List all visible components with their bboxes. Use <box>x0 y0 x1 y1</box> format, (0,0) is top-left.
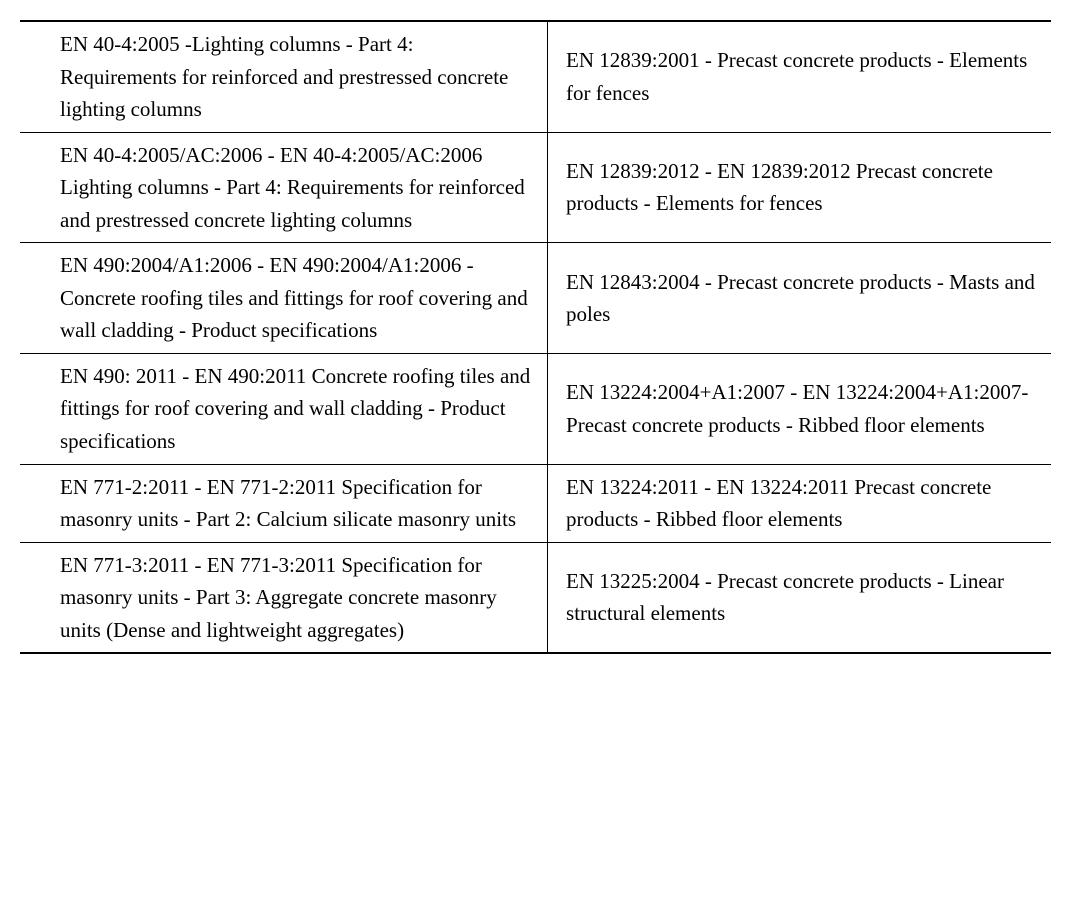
table-row: EN 40-4:2005 -Lighting columns - Part 4:… <box>20 21 1051 132</box>
cell-right: EN 12843:2004 - Precast concrete product… <box>548 243 1051 354</box>
standards-table: EN 40-4:2005 -Lighting columns - Part 4:… <box>20 20 1051 654</box>
cell-left: EN 771-3:2011 - EN 771-3:2011 Specificat… <box>20 542 548 653</box>
cell-left: EN 490:2004/A1:2006 - EN 490:2004/A1:200… <box>20 243 548 354</box>
cell-right: EN 12839:2012 - EN 12839:2012 Precast co… <box>548 132 1051 243</box>
table-row: EN 490: 2011 - EN 490:2011 Concrete roof… <box>20 353 1051 464</box>
cell-right: EN 13224:2004+A1:2007 - EN 13224:2004+A1… <box>548 353 1051 464</box>
table-row: EN 40-4:2005/AC:2006 - EN 40-4:2005/AC:2… <box>20 132 1051 243</box>
cell-left: EN 40-4:2005/AC:2006 - EN 40-4:2005/AC:2… <box>20 132 548 243</box>
cell-right: EN 12839:2001 - Precast concrete product… <box>548 21 1051 132</box>
cell-left: EN 490: 2011 - EN 490:2011 Concrete roof… <box>20 353 548 464</box>
table-body: EN 40-4:2005 -Lighting columns - Part 4:… <box>20 21 1051 653</box>
cell-left: EN 771-2:2011 - EN 771-2:2011 Specificat… <box>20 464 548 542</box>
table-row: EN 771-2:2011 - EN 771-2:2011 Specificat… <box>20 464 1051 542</box>
cell-left: EN 40-4:2005 -Lighting columns - Part 4:… <box>20 21 548 132</box>
table-row: EN 771-3:2011 - EN 771-3:2011 Specificat… <box>20 542 1051 653</box>
cell-right: EN 13224:2011 - EN 13224:2011 Precast co… <box>548 464 1051 542</box>
table-row: EN 490:2004/A1:2006 - EN 490:2004/A1:200… <box>20 243 1051 354</box>
cell-right: EN 13225:2004 - Precast concrete product… <box>548 542 1051 653</box>
